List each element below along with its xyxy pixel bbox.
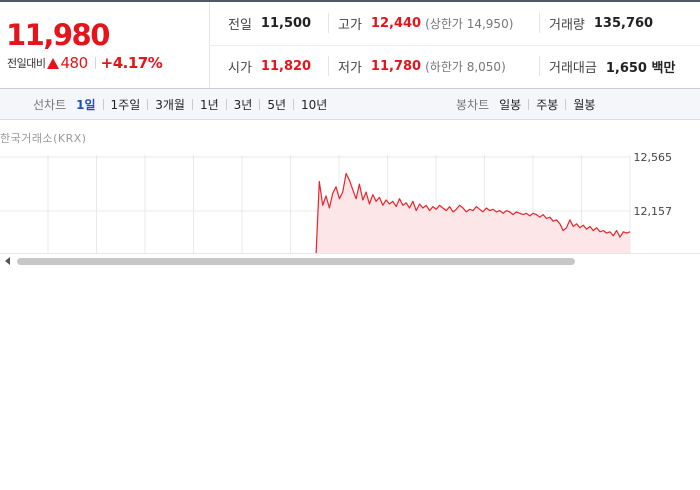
- tab-monthly-candle[interactable]: 월봉: [573, 97, 596, 112]
- change-row: 전일대비 480 +4.17%: [7, 53, 163, 73]
- scroll-left-arrow-icon[interactable]: [5, 257, 10, 265]
- change-label: 전일대비: [7, 57, 46, 70]
- top-border: [0, 0, 700, 2]
- line-chart-label: 선차트: [33, 97, 67, 112]
- prev-close-label: 전일: [228, 18, 252, 33]
- candle-chart-tabs: 봉차트 일봉 주봉 월봉: [456, 89, 595, 119]
- divider: [94, 57, 96, 69]
- current-price: 11,980: [6, 18, 110, 52]
- prev-close-value: 11,500: [260, 16, 312, 31]
- high-value: 12,440: [370, 16, 422, 31]
- tab-weekly-candle[interactable]: 주봉: [536, 97, 559, 112]
- divider: [539, 13, 540, 33]
- volume-label: 거래량: [549, 18, 585, 33]
- trade-value-label: 거래대금: [549, 61, 597, 76]
- data-source-label: 한국거래소(KRX): [0, 132, 87, 145]
- open-label: 시가: [228, 61, 252, 76]
- up-triangle-icon: [47, 57, 60, 69]
- open-value: 11,820: [260, 59, 312, 74]
- prev-close: 전일 11,500: [228, 2, 311, 45]
- high-label: 고가: [338, 18, 362, 33]
- divider: [191, 98, 193, 110]
- tab-3-months[interactable]: 3개월: [155, 97, 185, 112]
- divider: [0, 253, 700, 254]
- divider: [293, 98, 295, 110]
- volume-value: 135,760: [593, 16, 654, 31]
- y-axis-tick-label: 12,157: [634, 205, 673, 218]
- price-line: [315, 172, 631, 253]
- price-area-fill: [316, 173, 630, 253]
- line-chart-tabs: 선차트 1일 1주일 3개월 1년 3년 5년 10년: [33, 89, 327, 119]
- upper-limit-note: (상한가 14,950): [425, 17, 514, 31]
- tab-3-years[interactable]: 3년: [233, 97, 253, 112]
- candle-chart-label: 봉차트: [456, 97, 490, 112]
- quote-summary: 11,980 전일대비 480 +4.17% 전일 11,500 고가 12,4…: [0, 2, 700, 89]
- y-axis-tick-label: 12,565: [634, 151, 673, 164]
- trade-value-value: 1,650 백만: [605, 61, 676, 76]
- tab-5-years[interactable]: 5년: [267, 97, 287, 112]
- change-value: 480: [60, 54, 88, 72]
- tab-10-years[interactable]: 10년: [301, 97, 328, 112]
- high: 고가 12,440 (상한가 14,950): [338, 2, 513, 45]
- low: 저가 11,780 (하한가 8,050): [338, 45, 506, 88]
- divider: [259, 98, 261, 110]
- trade-value: 거래대금 1,650 백만: [549, 45, 675, 88]
- divider: [225, 98, 227, 110]
- chart-period-tabbar: 선차트 1일 1주일 3개월 1년 3년 5년 10년 봉차트 일봉 주봉 월봉: [0, 89, 700, 120]
- volume: 거래량 135,760: [549, 2, 653, 45]
- divider: [102, 98, 104, 110]
- divider: [565, 98, 567, 110]
- stats-row-1: 전일 11,500 고가 12,440 (상한가 14,950) 거래량 135…: [210, 2, 700, 46]
- scrollbar-thumb[interactable]: [17, 258, 575, 265]
- low-label: 저가: [338, 61, 362, 76]
- tab-1-week[interactable]: 1주일: [110, 97, 141, 112]
- low-value: 11,780: [370, 59, 422, 74]
- tab-1-day[interactable]: 1일: [76, 97, 96, 112]
- divider: [147, 98, 149, 110]
- divider: [528, 98, 530, 110]
- tab-1-year[interactable]: 1년: [199, 97, 219, 112]
- divider: [539, 56, 540, 76]
- lower-limit-note: (하한가 8,050): [425, 60, 506, 74]
- price-box: 11,980 전일대비 480 +4.17%: [0, 2, 210, 88]
- tab-daily-candle[interactable]: 일봉: [499, 97, 522, 112]
- chart-scrollbar[interactable]: [0, 253, 700, 270]
- open: 시가 11,820: [228, 45, 311, 88]
- divider: [328, 13, 329, 33]
- change-percent: +4.17%: [100, 54, 163, 72]
- stats-row-2: 시가 11,820 저가 11,780 (하한가 8,050) 거래대금 1,6…: [210, 45, 700, 88]
- divider: [328, 56, 329, 76]
